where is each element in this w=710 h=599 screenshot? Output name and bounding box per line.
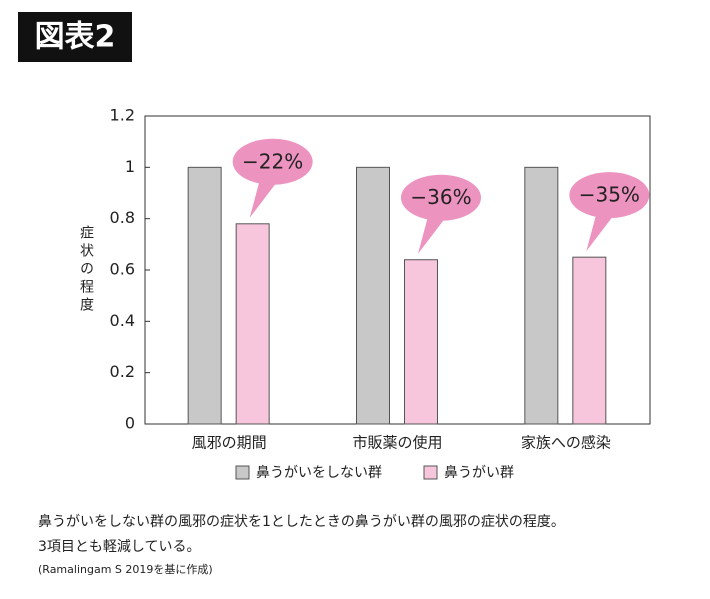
x-tick-label: 市販薬の使用 <box>352 434 442 452</box>
legend-swatch <box>235 465 250 480</box>
y-tick-label: 1.2 <box>110 106 135 125</box>
y-tick-label: 1 <box>125 157 135 176</box>
bar <box>235 223 270 425</box>
bar <box>524 166 559 425</box>
y-axis-label: 症状の程度 <box>78 225 94 315</box>
y-tick-label: 0.4 <box>110 311 135 330</box>
callout <box>569 172 650 219</box>
y-tick-label: 0.6 <box>110 260 135 279</box>
caption: 鼻うがいをしない群の風邪の症状を1としたときの鼻うがい群の風邪の症状の程度。 <box>38 513 565 530</box>
bar <box>404 259 438 425</box>
callout <box>401 174 481 221</box>
annotation: −22% <box>242 149 303 173</box>
legend-label: 鼻うがい群 <box>444 464 514 481</box>
callout-tail <box>586 210 616 252</box>
badge-box <box>18 12 132 62</box>
legend-label: 鼻うがいをしない群 <box>256 464 382 481</box>
y-tick-label: 0.2 <box>110 362 135 381</box>
y-tick-label: 0 <box>125 414 135 433</box>
callout-tail <box>418 212 447 254</box>
x-tick-label: 家族への感染 <box>521 434 611 452</box>
callout-tail <box>249 176 279 218</box>
caption: (Ramalingam S 2019を基に作成) <box>38 563 213 576</box>
y-tick-label: 0.8 <box>110 208 135 227</box>
badge: 図表2 <box>35 20 116 55</box>
bar <box>572 256 607 425</box>
annotation: −36% <box>410 185 471 209</box>
bar <box>187 166 222 425</box>
bar <box>356 166 390 425</box>
x-tick-label: 風邪の期間 <box>192 434 267 452</box>
annotation: −35% <box>579 183 640 207</box>
caption: 3項目とも軽減している。 <box>38 538 201 555</box>
legend-swatch <box>423 465 438 480</box>
callout <box>232 138 313 185</box>
